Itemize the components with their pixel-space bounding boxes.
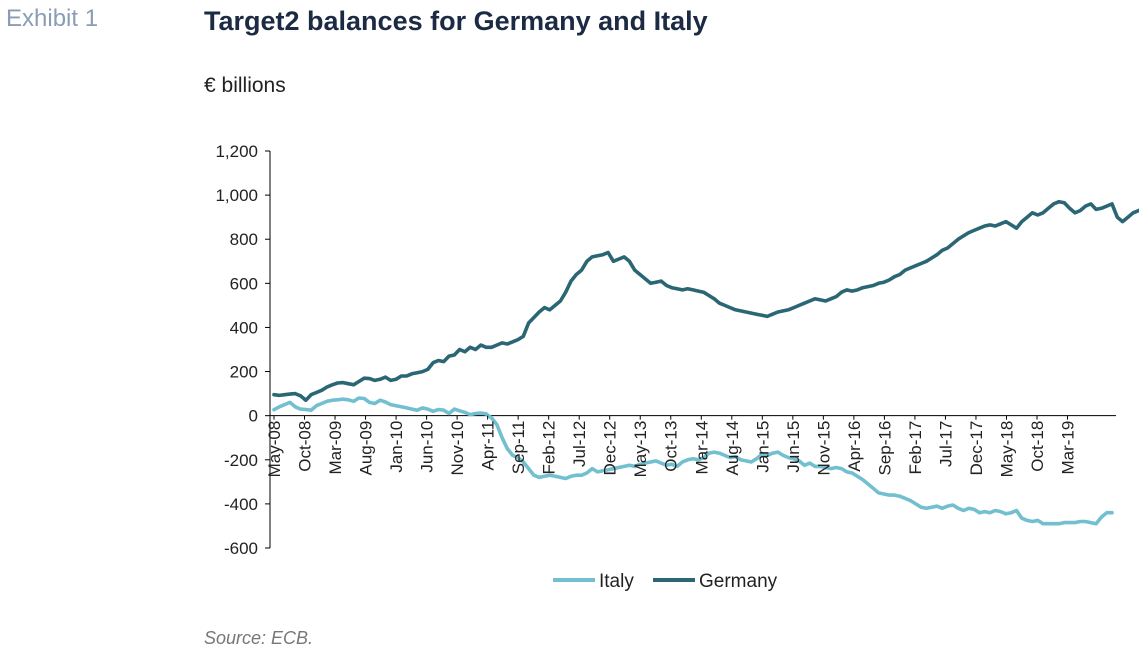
x-tick-label: Sep-16 (875, 421, 894, 476)
x-tick-label: Nov-15 (814, 421, 833, 476)
unit-label: € billions (204, 74, 286, 97)
x-tick-label: Jan-10 (387, 421, 406, 473)
x-tick-label: Sep-11 (509, 421, 528, 475)
x-tick-label: Dec-12 (601, 421, 620, 476)
y-tick-label: 800 (230, 230, 258, 249)
x-tick-label: Jul-12 (570, 421, 589, 467)
x-tick-label: May-18 (997, 421, 1016, 478)
x-tick-label: Oct-08 (296, 421, 315, 472)
x-tick-label: Jan-15 (753, 421, 772, 473)
y-tick-label: -400 (224, 495, 258, 514)
y-tick-label: -200 (224, 451, 258, 470)
source-note: Source: ECB. (204, 628, 314, 648)
y-tick-label: 400 (230, 318, 258, 337)
x-tick-label: Mar-19 (1059, 421, 1078, 475)
legend-label-italy: Italy (599, 571, 634, 592)
x-tick-label: May-13 (631, 421, 650, 478)
x-tick-label: Feb-17 (906, 421, 925, 475)
y-tick-label: 1,200 (215, 142, 258, 161)
y-tick-label: 0 (249, 407, 258, 426)
x-tick-label: Jun-10 (418, 421, 437, 473)
x-tick-label: Mar-09 (326, 421, 345, 475)
x-tick-label: Apr-11 (479, 421, 498, 471)
chart-title: Target2 balances for Germany and Italy (204, 6, 708, 36)
x-tick-label: Dec-17 (967, 421, 986, 476)
x-tick-label: Jul-17 (936, 421, 955, 467)
series-line-italy (272, 396, 1114, 526)
x-tick-label: Aug-09 (357, 421, 376, 476)
x-tick-label: Aug-14 (723, 421, 742, 476)
series-line-germany (272, 199, 1139, 403)
y-tick-label: 200 (230, 363, 258, 382)
y-tick-label: 600 (230, 274, 258, 293)
x-tick-label: Apr-16 (845, 421, 864, 472)
legend-label-germany: Germany (699, 571, 778, 592)
y-tick-label: -600 (224, 539, 258, 558)
exhibit-label: Exhibit 1 (6, 5, 99, 32)
y-tick-label: 1,000 (215, 186, 258, 205)
x-tick-label: Nov-10 (448, 421, 467, 476)
x-tick-label: Oct-13 (662, 421, 681, 472)
x-tick-label: Jun-15 (784, 421, 803, 473)
x-tick-label: Feb-12 (540, 421, 559, 475)
x-tick-label: May-08 (265, 421, 284, 478)
x-tick-label: Oct-18 (1028, 421, 1047, 472)
x-tick-label: Mar-14 (692, 421, 711, 475)
